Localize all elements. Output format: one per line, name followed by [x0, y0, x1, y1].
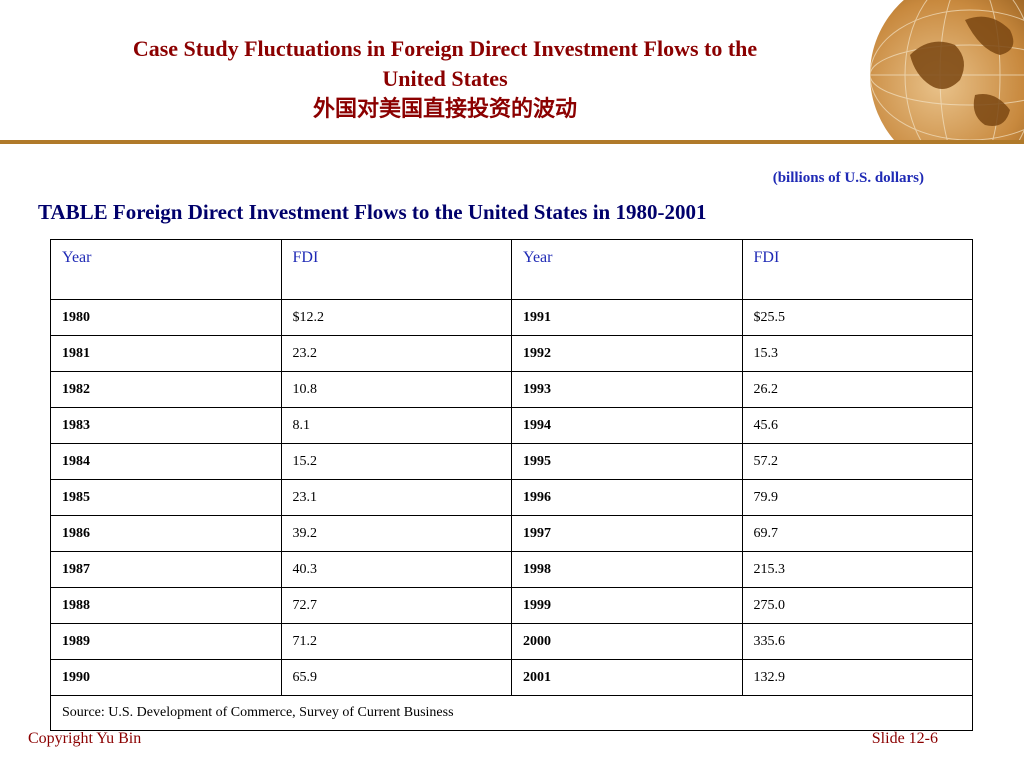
cell-fdi: 15.2	[280, 443, 512, 480]
cell-fdi: 79.9	[741, 479, 973, 516]
cell-fdi: 275.0	[741, 587, 973, 624]
cell-fdi: 69.7	[741, 515, 973, 552]
cell-year: 1999	[511, 587, 743, 624]
table-row: 1982 10.8 1993 26.2	[50, 371, 973, 408]
cell-fdi: 40.3	[280, 551, 512, 588]
table-row: 1988 72.7 1999 275.0	[50, 587, 973, 624]
cell-fdi: 8.1	[280, 407, 512, 444]
slide-title-english: Case Study Fluctuations in Foreign Direc…	[132, 36, 758, 61]
cell-fdi: 71.2	[280, 623, 512, 660]
table-header-row: Year FDI Year FDI	[50, 239, 973, 300]
cell-year: 1988	[50, 587, 282, 624]
cell-year: 1984	[50, 443, 282, 480]
fdi-table: Year FDI Year FDI 1980 $12.2 1991 $25.5 1981…	[50, 239, 973, 731]
cell-year: 1991	[511, 299, 743, 336]
slide-title: Case Study Fluctuations in Foreign Direc…	[30, 34, 860, 124]
cell-year: 1995	[511, 443, 743, 480]
header-fdi-2: FDI	[741, 239, 973, 300]
table-source-note: Source: U.S. Development of Commerce, Su…	[50, 695, 973, 731]
cell-fdi: 26.2	[741, 371, 973, 408]
cell-year: 1983	[50, 407, 282, 444]
table-row: 1981 23.2 1992 15.3	[50, 335, 973, 372]
cell-year: 1982	[50, 371, 282, 408]
cell-fdi: 10.8	[280, 371, 512, 408]
cell-year: 1981	[50, 335, 282, 372]
cell-year: 1990	[50, 659, 282, 696]
cell-year: 1998	[511, 551, 743, 588]
cell-year: 1997	[511, 515, 743, 552]
slide-title-chinese: 外国对美国直接投资的波动	[312, 96, 577, 121]
table-row: 1987 40.3 1998 215.3	[50, 551, 973, 588]
cell-fdi: 57.2	[741, 443, 973, 480]
table-row: 1980 $12.2 1991 $25.5	[50, 299, 973, 336]
table-source-row: Source: U.S. Development of Commerce, Su…	[50, 695, 973, 731]
cell-year: 1980	[50, 299, 282, 336]
cell-year: 1993	[511, 371, 743, 408]
cell-fdi: 335.6	[741, 623, 973, 660]
cell-fdi: 215.3	[741, 551, 973, 588]
title-divider	[0, 140, 1024, 144]
cell-fdi: 15.3	[741, 335, 973, 372]
cell-year: 2000	[511, 623, 743, 660]
table-caption: TABLE Foreign Direct Investment Flows to…	[38, 200, 707, 224]
cell-year: 1989	[50, 623, 282, 660]
cell-fdi: 39.2	[280, 515, 512, 552]
cell-year: 1996	[511, 479, 743, 516]
cell-fdi: 23.1	[280, 479, 512, 516]
table-row: 1984 15.2 1995 57.2	[50, 443, 973, 480]
table-row: 1990 65.9 2001 132.9	[50, 659, 973, 696]
cell-year: 2001	[511, 659, 743, 696]
table-row: 1985 23.1 1996 79.9	[50, 479, 973, 516]
cell-fdi: 132.9	[741, 659, 973, 696]
cell-year: 1987	[50, 551, 282, 588]
cell-fdi: 45.6	[741, 407, 973, 444]
header-fdi-1: FDI	[280, 239, 512, 300]
table-row: 1986 39.2 1997 69.7	[50, 515, 973, 552]
cell-fdi: 65.9	[280, 659, 512, 696]
header-year-1: Year	[50, 239, 282, 300]
cell-year: 1994	[511, 407, 743, 444]
table-row: 1989 71.2 2000 335.6	[50, 623, 973, 660]
cell-fdi: 23.2	[280, 335, 512, 372]
cell-fdi: $12.2	[280, 299, 512, 336]
cell-fdi: 72.7	[280, 587, 512, 624]
table-row: 1983 8.1 1994 45.6	[50, 407, 973, 444]
header-year-2: Year	[511, 239, 743, 300]
units-note: (billions of U.S. dollars)	[772, 170, 924, 186]
cell-year: 1985	[50, 479, 282, 516]
globe-icon	[870, 0, 1024, 140]
cell-year: 1992	[511, 335, 743, 372]
slide-title-english-line2: United States	[382, 66, 508, 91]
footer-slide-number: Slide 12-6	[871, 730, 938, 747]
cell-year: 1986	[50, 515, 282, 552]
footer-copyright: Copyright Yu Bin	[28, 730, 142, 747]
cell-fdi: $25.5	[741, 299, 973, 336]
